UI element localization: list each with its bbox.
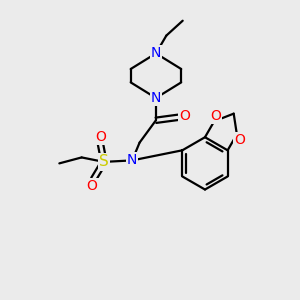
Text: N: N xyxy=(127,153,137,167)
Text: O: O xyxy=(234,133,245,147)
Text: O: O xyxy=(210,109,221,123)
Text: N: N xyxy=(151,91,161,105)
Text: S: S xyxy=(99,154,109,169)
Text: O: O xyxy=(179,109,190,123)
Text: O: O xyxy=(95,130,106,144)
Text: N: N xyxy=(151,46,161,60)
Text: O: O xyxy=(87,179,98,193)
